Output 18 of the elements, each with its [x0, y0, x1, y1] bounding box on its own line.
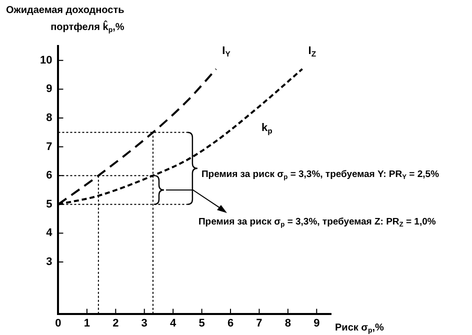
x-tick-label: 1 [84, 317, 90, 330]
y-tick-label: 10 [40, 54, 52, 66]
x-tick-label: 9 [314, 317, 320, 330]
x-tick-label: 5 [198, 317, 205, 330]
y-tick-label: 5 [46, 198, 52, 210]
x-tick-label: 7 [256, 317, 262, 330]
y-tick-label: 4 [46, 227, 54, 240]
y-tick-label: 9 [46, 83, 52, 96]
x-tick-label: 2 [112, 317, 119, 330]
y-tick-label: 7 [46, 140, 52, 153]
y-tick-label: 6 [46, 170, 52, 182]
x-tick-label: 0 [55, 317, 62, 330]
x-tick-label: 6 [227, 317, 234, 330]
y-tick-label: 3 [46, 256, 52, 268]
x-tick-label: 4 [170, 317, 178, 330]
x-tick-label: 3 [141, 317, 148, 330]
x-tick-label: 8 [284, 317, 291, 330]
y-tick-label: 8 [46, 112, 52, 124]
